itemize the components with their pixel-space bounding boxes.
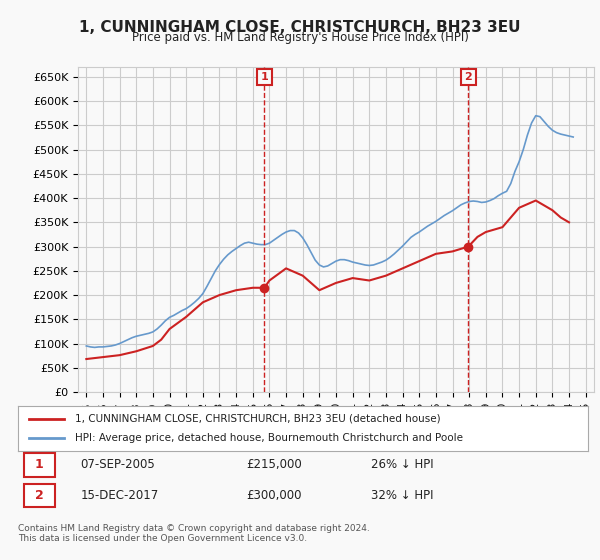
Text: 07-SEP-2005: 07-SEP-2005	[80, 459, 155, 472]
FancyBboxPatch shape	[24, 454, 55, 477]
Text: 1: 1	[260, 72, 268, 82]
Text: 32% ↓ HPI: 32% ↓ HPI	[371, 489, 434, 502]
FancyBboxPatch shape	[24, 484, 55, 507]
Text: 2: 2	[35, 489, 43, 502]
Text: 2: 2	[464, 72, 472, 82]
Text: 15-DEC-2017: 15-DEC-2017	[80, 489, 159, 502]
Text: 1, CUNNINGHAM CLOSE, CHRISTCHURCH, BH23 3EU (detached house): 1, CUNNINGHAM CLOSE, CHRISTCHURCH, BH23 …	[75, 413, 440, 423]
Text: 1: 1	[35, 459, 43, 472]
Text: Contains HM Land Registry data © Crown copyright and database right 2024.
This d: Contains HM Land Registry data © Crown c…	[18, 524, 370, 543]
Text: 1, CUNNINGHAM CLOSE, CHRISTCHURCH, BH23 3EU: 1, CUNNINGHAM CLOSE, CHRISTCHURCH, BH23 …	[79, 20, 521, 35]
Text: 26% ↓ HPI: 26% ↓ HPI	[371, 459, 434, 472]
Text: Price paid vs. HM Land Registry's House Price Index (HPI): Price paid vs. HM Land Registry's House …	[131, 31, 469, 44]
Text: £300,000: £300,000	[246, 489, 302, 502]
Text: HPI: Average price, detached house, Bournemouth Christchurch and Poole: HPI: Average price, detached house, Bour…	[75, 433, 463, 444]
Text: £215,000: £215,000	[246, 459, 302, 472]
